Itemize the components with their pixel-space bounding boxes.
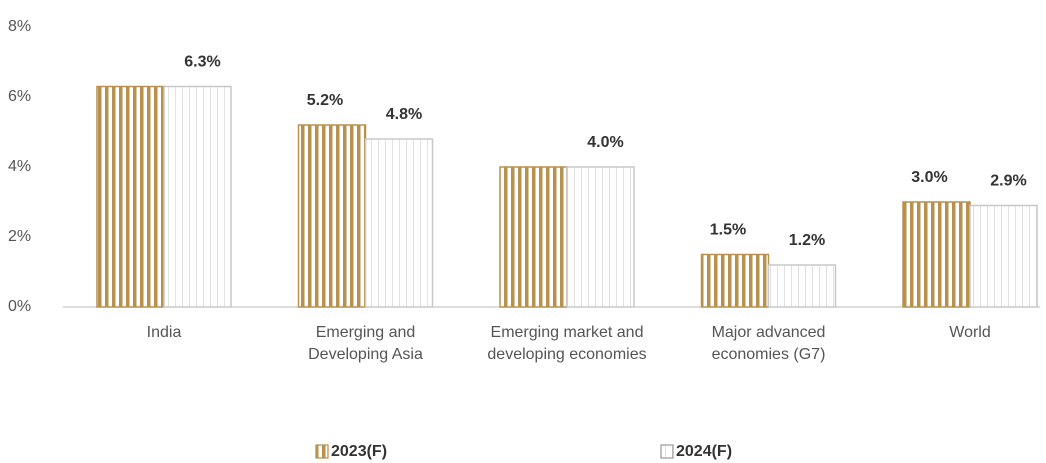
bar — [364, 138, 434, 308]
legend-label: 2024(F) — [676, 443, 732, 460]
bar — [96, 85, 165, 308]
x-tick-line: India — [147, 324, 182, 341]
bar — [163, 85, 232, 308]
data-label: 1.5% — [710, 222, 746, 239]
bar — [566, 166, 635, 308]
bar — [902, 201, 971, 308]
y-tick-label: 2% — [8, 228, 31, 245]
data-label: 4.8% — [386, 106, 422, 123]
bar — [499, 166, 568, 308]
y-tick-label: 0% — [8, 298, 31, 315]
x-tick-label: World — [949, 324, 991, 341]
y-tick-label: 4% — [8, 158, 31, 175]
bar — [700, 253, 770, 308]
x-tick-line: Developing Asia — [308, 346, 423, 363]
y-tick-label: 6% — [8, 88, 31, 105]
legend-swatch — [315, 444, 329, 459]
y-tick-label: 8% — [8, 18, 31, 35]
x-tick-line: Major advanced — [712, 324, 826, 341]
data-label: 1.2% — [789, 232, 825, 249]
x-tick-label: Emerging and Developing Asia — [308, 324, 423, 363]
x-tick-line: economies (G7) — [712, 346, 826, 363]
data-label: 3.0% — [911, 169, 947, 186]
data-label: 5.2% — [307, 92, 343, 109]
bar — [969, 204, 1038, 308]
data-label: 2.9% — [990, 173, 1026, 190]
x-tick-line: Emerging and — [316, 324, 416, 341]
bar — [767, 264, 837, 308]
data-label: 6.3% — [184, 54, 220, 71]
x-tick-line: World — [949, 324, 991, 341]
x-tick-line: developing economies — [487, 346, 646, 363]
x-tick-line: Emerging market and — [491, 324, 644, 341]
x-tick-label: Major advanced economies (G7) — [712, 324, 826, 363]
legend-label: 2023(F) — [331, 443, 387, 460]
legend-swatch — [660, 444, 674, 459]
x-tick-label: India — [147, 324, 182, 341]
data-label: 4.0% — [587, 134, 623, 151]
x-tick-label: Emerging market and developing economies — [487, 324, 646, 363]
bar — [297, 124, 367, 308]
